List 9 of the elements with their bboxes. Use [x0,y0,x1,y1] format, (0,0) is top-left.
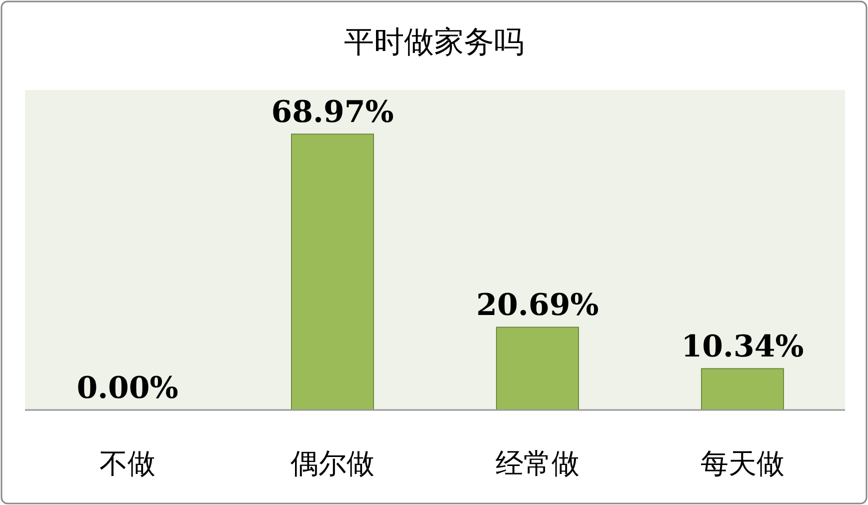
x-tick-label: 经常做 [496,447,580,480]
data-label: 68.97% [271,95,394,130]
chart-title: 平时做家务吗 [344,25,524,60]
data-label: 0.00% [76,371,178,406]
data-label: 10.34% [681,330,804,365]
data-label: 20.69% [476,288,599,324]
x-tick-label: 不做 [100,447,156,480]
x-tick-label: 偶尔做 [290,447,374,480]
x-tick-label: 每天做 [700,447,784,480]
